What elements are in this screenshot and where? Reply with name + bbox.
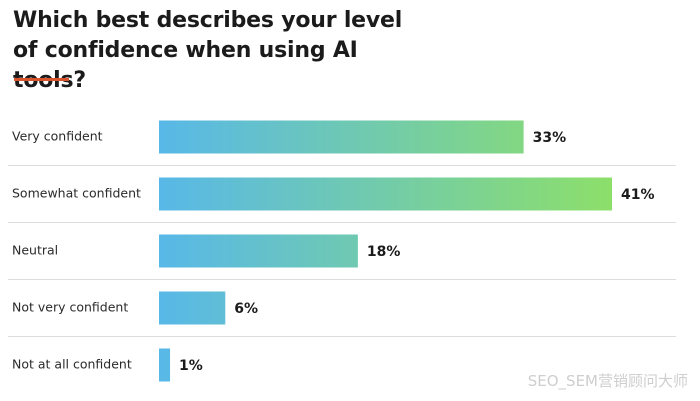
bar-row: Not at all confident 1% xyxy=(12,348,203,382)
category-label: Neutral xyxy=(12,243,58,258)
bar xyxy=(159,120,524,154)
bar xyxy=(159,177,612,211)
title-accent-rule xyxy=(14,78,69,81)
value-label: 33% xyxy=(533,130,567,146)
bar-row: Neutral 18% xyxy=(12,234,401,268)
bar-row: Somewhat confident 41% xyxy=(12,177,655,211)
chart-title: Which best describes your level of confi… xyxy=(13,8,403,93)
bar xyxy=(159,348,171,382)
bar-row: Not very confident 6% xyxy=(12,291,258,325)
value-label: 6% xyxy=(234,301,258,317)
category-label: Not at all confident xyxy=(12,357,132,372)
watermark: SEO_SEM营销顾问大师 xyxy=(527,372,688,390)
value-label: 41% xyxy=(621,187,655,203)
category-label: Not very confident xyxy=(12,300,128,315)
value-label: 1% xyxy=(179,358,203,374)
category-label: Somewhat confident xyxy=(12,186,141,201)
category-label: Very confident xyxy=(12,129,103,144)
bar xyxy=(159,291,226,325)
bar xyxy=(159,234,358,268)
bar-row: Very confident 33% xyxy=(12,120,567,154)
value-label: 18% xyxy=(367,244,401,260)
